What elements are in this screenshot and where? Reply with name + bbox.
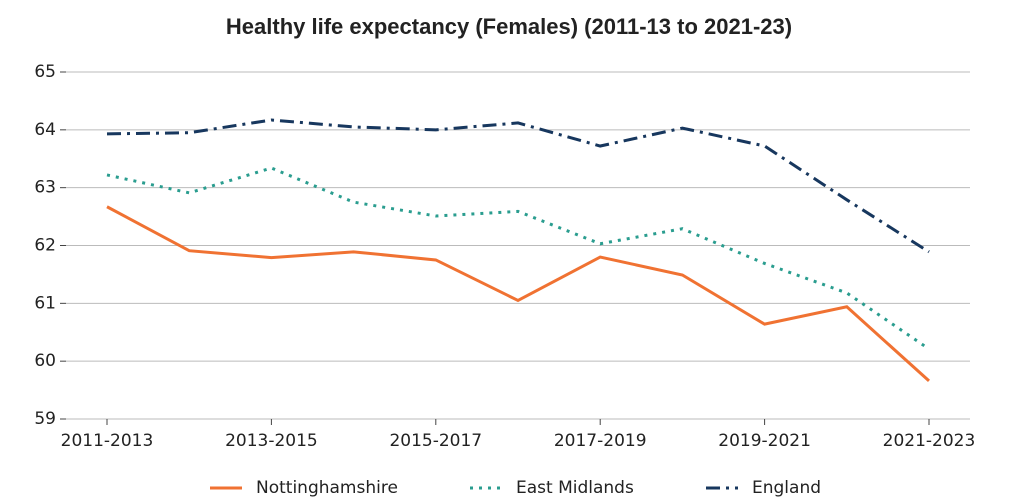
series-line: [106, 166, 930, 351]
y-tick-label: 63: [34, 178, 56, 198]
y-tick-label: 62: [34, 236, 56, 256]
y-tick-label: 60: [34, 351, 56, 371]
y-tick-label: 59: [34, 409, 56, 429]
y-tick-label: 64: [34, 120, 56, 140]
x-tick-label: 2021-2023: [883, 431, 976, 451]
y-tick-label: 65: [34, 62, 56, 82]
legend-label: England: [752, 478, 821, 498]
legend-label: East Midlands: [516, 478, 634, 498]
x-tick-label: 2019-2021: [718, 431, 811, 451]
series-line: [106, 118, 930, 254]
legend-label: Nottinghamshire: [256, 478, 398, 498]
chart-title: Healthy life expectancy (Females) (2011-…: [226, 14, 792, 39]
series-line: [106, 205, 931, 382]
y-tick-label: 61: [34, 293, 56, 313]
x-tick-label: 2017-2019: [554, 431, 647, 451]
x-tick-label: 2011-2013: [61, 431, 154, 451]
x-tick-label: 2015-2017: [389, 431, 482, 451]
x-tick-label: 2013-2015: [225, 431, 318, 451]
